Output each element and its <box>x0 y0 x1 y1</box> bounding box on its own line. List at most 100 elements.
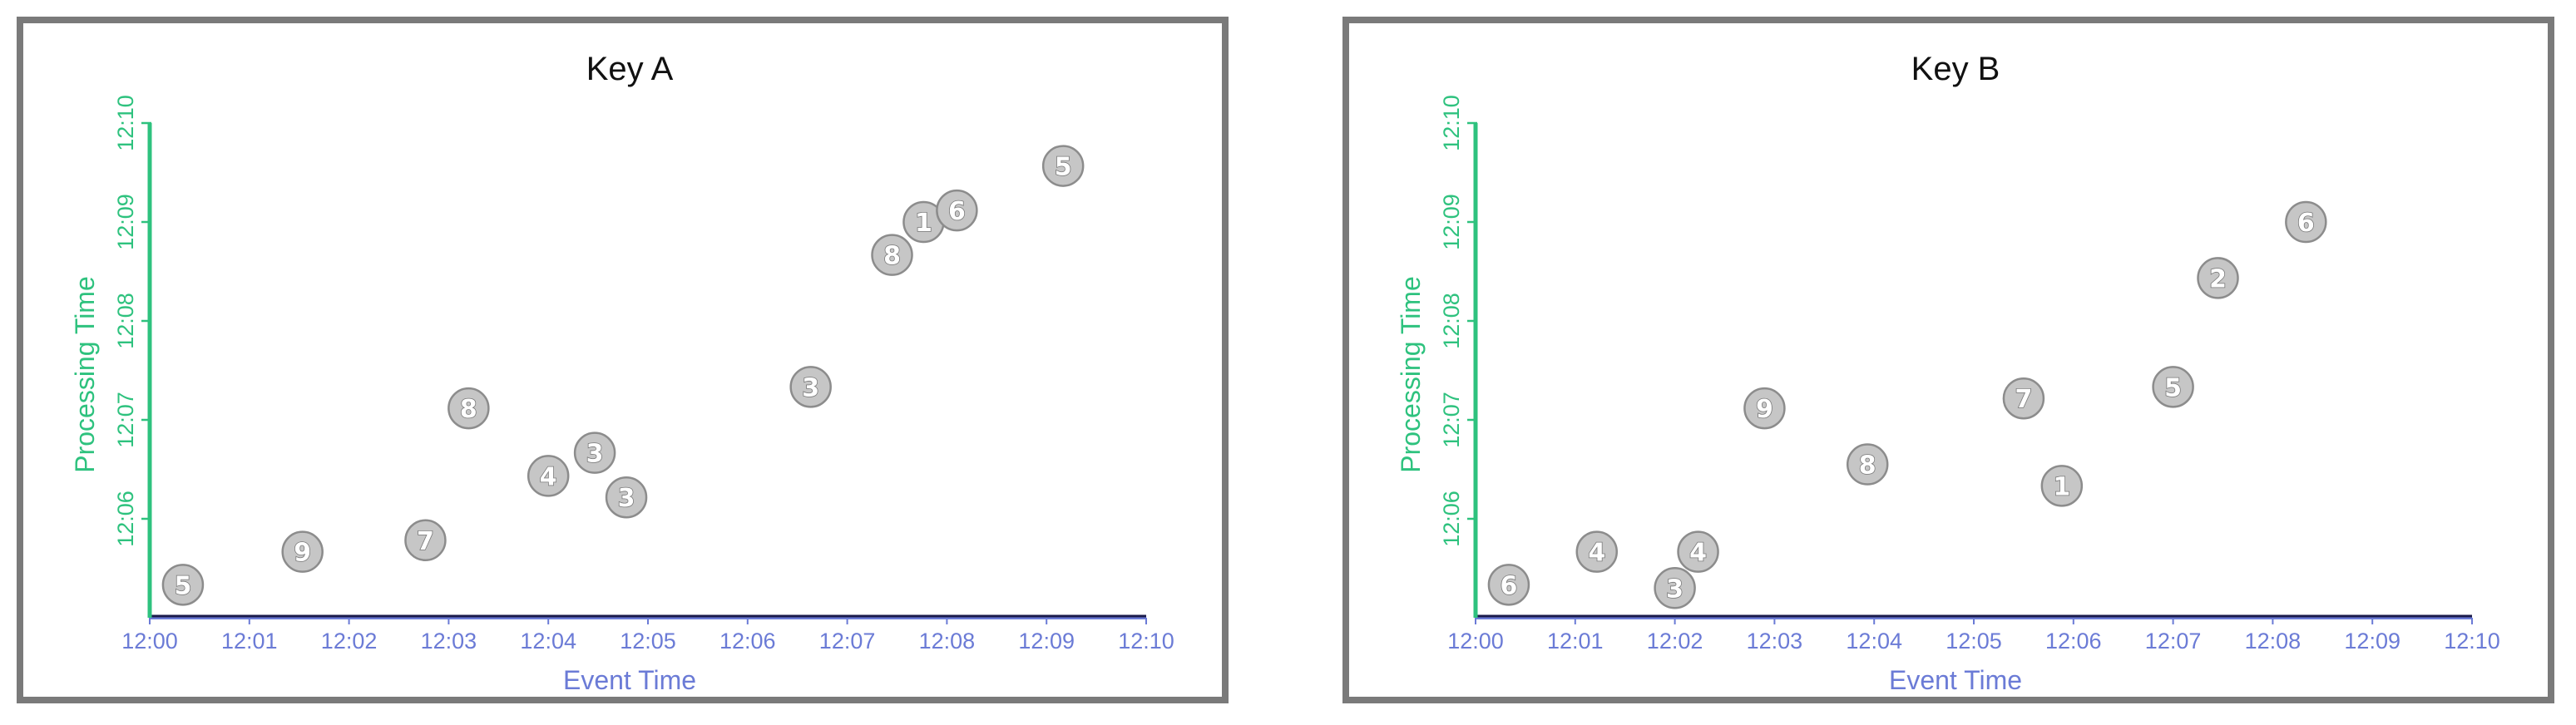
y-axis-label: Processing Time <box>1396 276 1426 473</box>
x-tick-label: 12:00 <box>121 629 178 653</box>
x-tick-label: 12:03 <box>421 629 477 653</box>
data-point: 5 <box>1041 145 1085 187</box>
chart-svg-key-b: Key B 12:00 12:01 12:02 12:03 12:04 12:05 12:0… <box>1396 51 2500 695</box>
data-point-marker <box>1846 443 1889 486</box>
x-tick-label: 12:02 <box>321 629 378 653</box>
data-point: 4 <box>1575 530 1619 573</box>
x-tick-label: 12:01 <box>221 629 278 653</box>
data-point: 6 <box>1487 564 1530 606</box>
data-point-label: 3 <box>802 373 819 402</box>
data-point-marker <box>1487 564 1530 606</box>
data-point-label: 7 <box>2015 385 2032 414</box>
data-point: 9 <box>281 530 324 573</box>
data-point-label: 5 <box>2164 373 2182 402</box>
x-tick-label: 12:08 <box>2245 629 2302 653</box>
data-point: 1 <box>2040 465 2084 507</box>
y-tick-label: 12:10 <box>1439 95 1464 151</box>
data-point-marker <box>1041 145 1085 187</box>
data-point-marker <box>2285 200 2327 244</box>
x-tick-label: 12:09 <box>2344 629 2400 653</box>
data-point-marker <box>2002 377 2045 420</box>
axes <box>141 121 1147 624</box>
data-point-marker <box>871 234 913 276</box>
data-point: 7 <box>2002 377 2045 420</box>
data-point: 8 <box>1846 443 1889 486</box>
data-point-label: 2 <box>2209 264 2227 293</box>
data-point: 7 <box>404 519 447 562</box>
data-point-label: 8 <box>883 242 901 271</box>
x-tick-label: 12:06 <box>719 629 776 653</box>
data-point-marker <box>1575 530 1619 573</box>
data-point-marker <box>2152 366 2194 408</box>
chart-title: Key A <box>586 51 674 87</box>
data-point-marker <box>527 455 570 497</box>
data-point: 8 <box>447 387 490 430</box>
y-tick-label: 12:09 <box>113 194 138 250</box>
data-point-label: 4 <box>1588 539 1605 568</box>
chart-title: Key B <box>1911 51 2000 87</box>
data-point-label: 7 <box>417 527 434 556</box>
x-tick-label: 12:04 <box>520 629 576 653</box>
y-tick-label: 12:06 <box>1439 491 1464 547</box>
data-point-label: 6 <box>2297 209 2315 238</box>
data-point-marker <box>161 564 205 606</box>
y-tick-label: 12:07 <box>1439 392 1464 448</box>
y-tick-labels: 12:06 12:07 12:08 12:09 12:10 <box>113 95 138 547</box>
data-point-label: 8 <box>1859 451 1876 481</box>
data-point: 5 <box>161 564 205 606</box>
data-point: 5 <box>2152 366 2194 408</box>
data-point: 3 <box>789 366 832 408</box>
data-point: 3 <box>1654 567 1696 609</box>
data-point-marker <box>573 432 616 474</box>
y-tick-label: 12:07 <box>113 392 138 448</box>
data-point: 4 <box>1677 530 1719 573</box>
data-point-label: 6 <box>948 197 966 226</box>
data-point-marker <box>447 387 490 430</box>
y-tick-label: 12:08 <box>113 293 138 349</box>
x-axis-label: Event Time <box>563 665 696 695</box>
data-point: 2 <box>2197 257 2239 299</box>
x-tick-labels: 12:00 12:01 12:02 12:03 12:04 12:05 12:06 12:07… <box>1447 629 2500 653</box>
data-point-marker <box>2197 257 2239 299</box>
data-point-label: 3 <box>586 440 604 469</box>
data-point-marker <box>936 189 978 232</box>
data-point: 9 <box>1743 387 1786 430</box>
data-point-label: 1 <box>2053 472 2070 501</box>
x-tick-label: 12:05 <box>620 629 676 653</box>
data-point-marker <box>789 366 832 408</box>
data-point-label: 4 <box>1689 539 1707 568</box>
data-point-label: 6 <box>1500 571 1517 600</box>
x-tick-label: 12:04 <box>1846 629 1902 653</box>
x-tick-label: 12:05 <box>1946 629 2002 653</box>
x-tick-label: 12:07 <box>2145 629 2202 653</box>
axes <box>1467 121 2473 624</box>
chart-panel-key-a: Key A 12:00 12:01 12:02 12:03 12:04 12:05 12:0… <box>17 17 1229 703</box>
x-tick-label: 12:09 <box>1018 629 1075 653</box>
x-tick-label: 12:01 <box>1547 629 1604 653</box>
data-point-label: 5 <box>174 571 191 600</box>
data-point-marker <box>1743 387 1786 430</box>
data-point-label: 9 <box>294 539 311 568</box>
data-point-label: 3 <box>618 484 635 513</box>
x-tick-label: 12:06 <box>2045 629 2102 653</box>
data-point-marker <box>1677 530 1719 573</box>
x-tick-label: 12:02 <box>1647 629 1703 653</box>
x-tick-label: 12:10 <box>2444 629 2500 653</box>
data-point-marker <box>281 530 324 573</box>
x-tick-labels: 12:00 12:01 12:02 12:03 12:04 12:05 12:06 12:07… <box>121 629 1174 653</box>
data-point-label: 5 <box>1055 153 1072 182</box>
data-point: 6 <box>2285 200 2327 244</box>
y-tick-labels: 12:06 12:07 12:08 12:09 12:10 <box>1439 95 1464 547</box>
data-point: 6 <box>936 189 978 232</box>
chart-svg-key-a: Key A 12:00 12:01 12:02 12:03 12:04 12:05 12:0… <box>70 51 1174 695</box>
y-tick-label: 12:06 <box>113 491 138 547</box>
y-tick-label: 12:10 <box>113 95 138 151</box>
data-point: 8 <box>871 234 913 276</box>
x-axis-label: Event Time <box>1889 665 2022 695</box>
data-point-label: 1 <box>915 209 932 238</box>
data-point-marker <box>1654 567 1696 609</box>
data-point-label: 9 <box>1756 395 1773 424</box>
data-point: 3 <box>573 432 616 474</box>
y-tick-label: 12:09 <box>1439 194 1464 250</box>
